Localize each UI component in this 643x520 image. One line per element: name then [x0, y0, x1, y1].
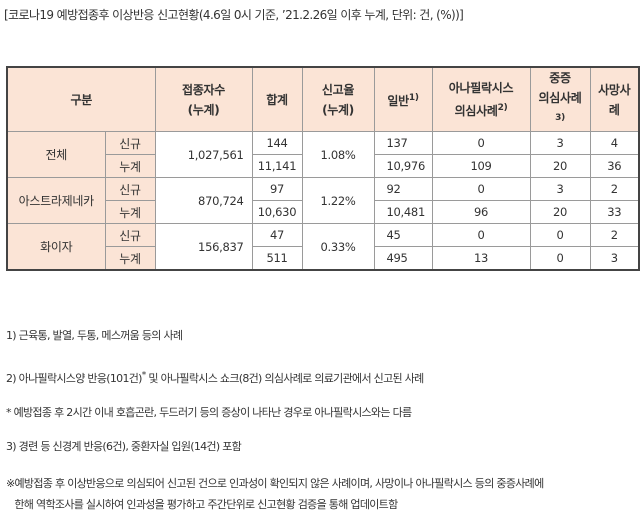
row-type-label: 신규 [104, 223, 156, 247]
death-cell: 4 [589, 131, 640, 155]
header-rate: 신고율 (누계) [301, 66, 375, 132]
rate-cell: 0.33% [301, 223, 375, 271]
row-type-label: 누계 [104, 200, 156, 224]
death-cell: 2 [589, 177, 640, 201]
group-label: 아스트라제네카 [6, 177, 106, 224]
header-death: 사망사례 [589, 66, 640, 132]
footnote-asterisk: * 예방접종 후 2시간 이내 호흡곤란, 두드러기 등의 증상이 나타난 경우… [6, 406, 412, 419]
severe-cell: 20 [529, 154, 591, 178]
total-cell: 144 [251, 131, 303, 155]
footnote-2: 2) 아나필락시스양 반응(101건)* 및 아나필락시스 쇼크(8건) 의심사… [6, 370, 424, 385]
severe-cell: 20 [529, 200, 591, 224]
anaphylaxis-cell: 0 [431, 131, 531, 155]
adverse-reaction-table: 구분 접종자수 (누계) 합계 신고율 (누계) 일반1) 아나필락시스 의심사례2)… [6, 66, 641, 271]
row-type-label: 신규 [104, 131, 156, 155]
footnote-3: 3) 경련 등 신경계 반응(6건), 중환자실 입원(14건) 포함 [6, 440, 242, 453]
rate-cell: 1.22% [301, 177, 375, 224]
page-title: [코로나19 예방접종후 이상반응 신고현황(4.6일 0시 기준, ’21.2… [4, 8, 464, 22]
header-severe: 중증 의심사례3) [529, 66, 591, 132]
general-cell: 45 [373, 223, 433, 247]
row-type-label: 누계 [104, 246, 156, 271]
row-type-label: 신규 [104, 177, 156, 201]
general-cell: 10,976 [373, 154, 433, 178]
vaccinated-cell: 870,724 [154, 177, 253, 224]
footnote-1: 1) 근육통, 발열, 두통, 메스꺼움 등의 사례 [6, 329, 183, 342]
death-cell: 33 [589, 200, 640, 224]
table-row: 누계 11,141 10,976 109 20 36 [7, 154, 640, 178]
group-label: 전체 [6, 131, 106, 178]
severe-cell: 0 [529, 223, 591, 247]
death-cell: 36 [589, 154, 640, 178]
anaphylaxis-cell: 13 [431, 246, 531, 271]
anaphylaxis-cell: 0 [431, 177, 531, 201]
vaccinated-cell: 156,837 [154, 223, 253, 271]
footnote-remark: ※예방접종 후 이상반응으로 의심되어 신고된 건으로 인과성이 확인되지 않은… [6, 477, 544, 511]
header-category: 구분 [6, 66, 156, 132]
total-cell: 10,630 [251, 200, 303, 224]
general-cell: 137 [373, 131, 433, 155]
header-row: 구분 접종자수 (누계) 합계 신고율 (누계) 일반1) 아나필락시스 의심사례2)… [6, 66, 640, 132]
table-row: 아스트라제네카 신규 870,724 97 1.22% 92 0 3 2 [6, 177, 640, 224]
severe-cell: 0 [529, 246, 591, 271]
rate-cell: 1.08% [301, 131, 375, 178]
general-cell: 10,481 [373, 200, 433, 224]
death-cell: 2 [589, 223, 640, 247]
general-cell: 92 [373, 177, 433, 201]
table-row: 누계 10,630 10,481 96 20 33 [7, 200, 640, 224]
death-cell: 3 [589, 246, 640, 271]
group-label: 화이자 [6, 223, 106, 271]
table-row: 화이자 신규 156,837 47 0.33% 45 0 0 2 [6, 223, 640, 271]
general-cell: 495 [373, 246, 433, 271]
row-type-label: 누계 [104, 154, 156, 178]
header-total: 합계 [251, 66, 303, 132]
header-general: 일반1) [373, 66, 433, 132]
anaphylaxis-cell: 0 [431, 223, 531, 247]
table-row: 누계 511 495 13 0 3 [7, 246, 640, 271]
severe-cell: 3 [529, 131, 591, 155]
total-cell: 11,141 [251, 154, 303, 178]
total-cell: 47 [251, 223, 303, 247]
table-row: 전체 신규 1,027,561 144 1.08% 137 0 3 4 [6, 131, 640, 178]
anaphylaxis-cell: 109 [431, 154, 531, 178]
header-vaccinated: 접종자수 (누계) [154, 66, 253, 132]
vaccinated-cell: 1,027,561 [154, 131, 253, 178]
total-cell: 97 [251, 177, 303, 201]
severe-cell: 3 [529, 177, 591, 201]
total-cell: 511 [251, 246, 303, 271]
header-anaphylaxis: 아나필락시스 의심사례2) [431, 66, 531, 132]
anaphylaxis-cell: 96 [431, 200, 531, 224]
